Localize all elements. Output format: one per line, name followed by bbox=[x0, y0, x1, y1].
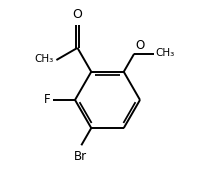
Text: CH₃: CH₃ bbox=[35, 54, 54, 64]
Text: F: F bbox=[44, 93, 51, 106]
Text: O: O bbox=[135, 39, 145, 52]
Text: CH₃: CH₃ bbox=[156, 48, 175, 58]
Text: O: O bbox=[72, 8, 82, 21]
Text: Br: Br bbox=[74, 150, 87, 163]
